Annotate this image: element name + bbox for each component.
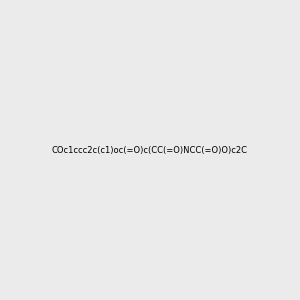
Text: COc1ccc2c(c1)oc(=O)c(CC(=O)NCC(=O)O)c2C: COc1ccc2c(c1)oc(=O)c(CC(=O)NCC(=O)O)c2C — [52, 146, 248, 154]
